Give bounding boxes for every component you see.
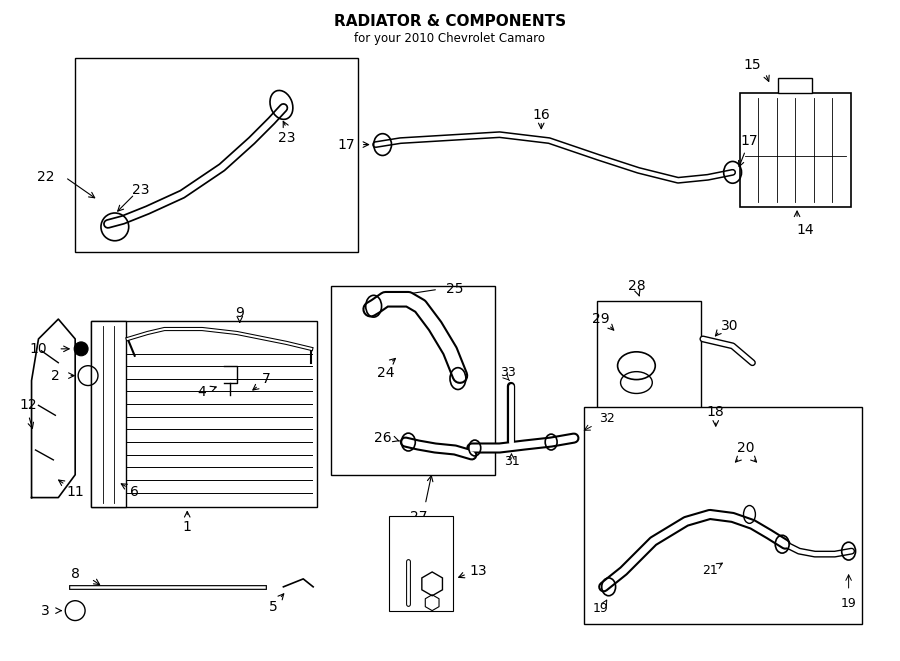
Bar — [597, 301, 701, 408]
Bar — [389, 516, 453, 611]
Text: for your 2010 Chevrolet Camaro: for your 2010 Chevrolet Camaro — [355, 32, 545, 44]
Bar — [584, 407, 861, 623]
Bar — [778, 78, 812, 93]
Text: RADIATOR & COMPONENTS: RADIATOR & COMPONENTS — [334, 14, 566, 28]
Text: 6: 6 — [130, 485, 140, 498]
Text: 19: 19 — [841, 597, 857, 610]
Text: 30: 30 — [721, 319, 738, 333]
Text: 3: 3 — [41, 603, 50, 617]
Text: 10: 10 — [30, 342, 48, 356]
Bar — [740, 93, 850, 207]
Text: 19: 19 — [593, 602, 608, 615]
Text: 11: 11 — [67, 485, 84, 498]
Text: 7: 7 — [262, 371, 271, 385]
Text: 9: 9 — [235, 306, 244, 320]
Text: 8: 8 — [71, 567, 79, 581]
Bar — [91, 321, 126, 508]
Text: 24: 24 — [377, 366, 394, 379]
Text: 17: 17 — [741, 134, 759, 147]
Text: 25: 25 — [446, 282, 464, 296]
Bar — [331, 286, 495, 475]
Text: 23: 23 — [132, 183, 149, 197]
Text: 31: 31 — [504, 455, 519, 469]
Text: 23: 23 — [277, 131, 295, 145]
Text: 27: 27 — [410, 510, 427, 524]
Text: 17: 17 — [338, 137, 355, 151]
Text: 12: 12 — [20, 399, 38, 412]
Text: 28: 28 — [627, 280, 645, 293]
Bar — [91, 321, 317, 508]
Text: 18: 18 — [706, 405, 724, 419]
Circle shape — [74, 342, 88, 356]
Text: 13: 13 — [469, 564, 487, 578]
Text: 5: 5 — [269, 600, 278, 613]
Text: 29: 29 — [592, 312, 609, 326]
Text: 21: 21 — [702, 564, 717, 578]
Text: 26: 26 — [374, 431, 392, 445]
Text: 16: 16 — [533, 108, 550, 122]
Text: 1: 1 — [183, 520, 192, 534]
Text: 4: 4 — [198, 385, 206, 399]
Text: 32: 32 — [598, 412, 615, 425]
Text: 20: 20 — [737, 441, 754, 455]
Text: 14: 14 — [796, 223, 814, 237]
Bar — [76, 58, 358, 252]
Text: 33: 33 — [500, 366, 516, 379]
Text: 22: 22 — [37, 171, 54, 184]
Text: 15: 15 — [743, 58, 761, 72]
Text: 2: 2 — [51, 369, 59, 383]
